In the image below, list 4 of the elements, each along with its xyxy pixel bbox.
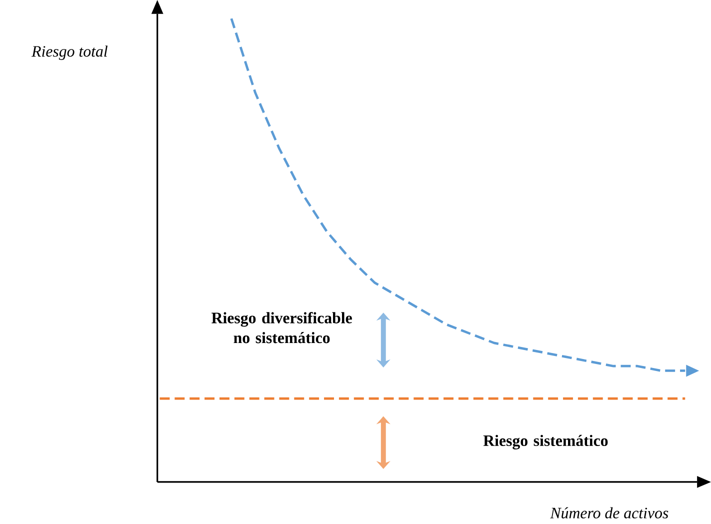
annotation: Riesgo diversificable no sistemático — [212, 312, 352, 344]
y-axis-title: Riesgo total — [31, 46, 108, 60]
annotation: Riesgo sistemático — [483, 434, 608, 450]
x-axis-title: Número de activos — [550, 507, 668, 519]
